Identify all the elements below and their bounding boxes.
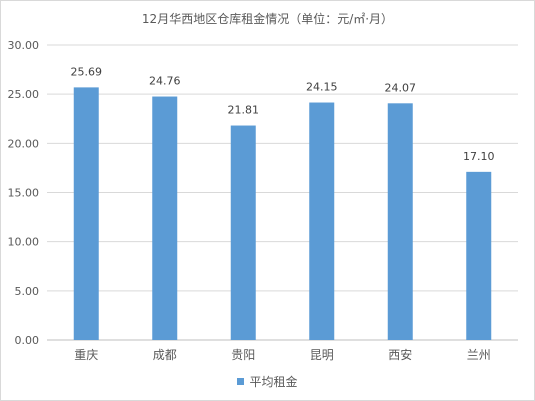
bar (387, 103, 413, 340)
legend-label: 平均租金 (249, 375, 298, 389)
y-tick-label: 15.00 (8, 187, 40, 200)
bar (230, 125, 256, 340)
y-tick-label: 30.00 (8, 39, 40, 52)
gridlines (47, 44, 518, 341)
x-axis-tick-labels: 重庆 成都 贵阳 昆明 西安 兰州 (74, 347, 491, 362)
data-label: 24.76 (149, 75, 181, 88)
data-label: 21.81 (228, 104, 260, 117)
bars (73, 87, 492, 341)
data-label: 24.15 (306, 81, 338, 94)
x-tick-label: 西安 (388, 347, 412, 362)
x-tick-label: 成都 (153, 348, 177, 362)
x-tick-label: 重庆 (74, 348, 98, 362)
chart-title: 12月华西地区仓库租金情况（单位：元/㎡·月） (141, 12, 394, 26)
y-tick-label: 20.00 (8, 137, 40, 150)
legend-swatch (237, 378, 245, 385)
y-tick-label: 25.00 (8, 88, 40, 101)
legend: 平均租金 (1, 373, 534, 390)
data-label: 25.69 (71, 65, 103, 78)
data-labels: 25.69 24.76 21.81 24.15 24.07 17.10 (71, 65, 495, 162)
y-tick-label: 10.00 (8, 236, 40, 249)
y-axis-tick-labels: 0.00 5.00 10.00 15.00 20.00 25.00 30.00 (8, 39, 40, 347)
x-tick-label: 兰州 (467, 348, 491, 362)
x-tick-label: 贵阳 (231, 348, 255, 362)
bar (466, 171, 492, 340)
data-label: 17.10 (463, 150, 495, 163)
y-tick-label: 0.00 (15, 334, 40, 347)
x-tick-label: 昆明 (310, 348, 334, 362)
data-label: 24.07 (385, 81, 417, 94)
bar (309, 102, 335, 341)
bar (152, 96, 178, 340)
bar (73, 87, 99, 340)
y-tick-label: 5.00 (15, 285, 40, 298)
